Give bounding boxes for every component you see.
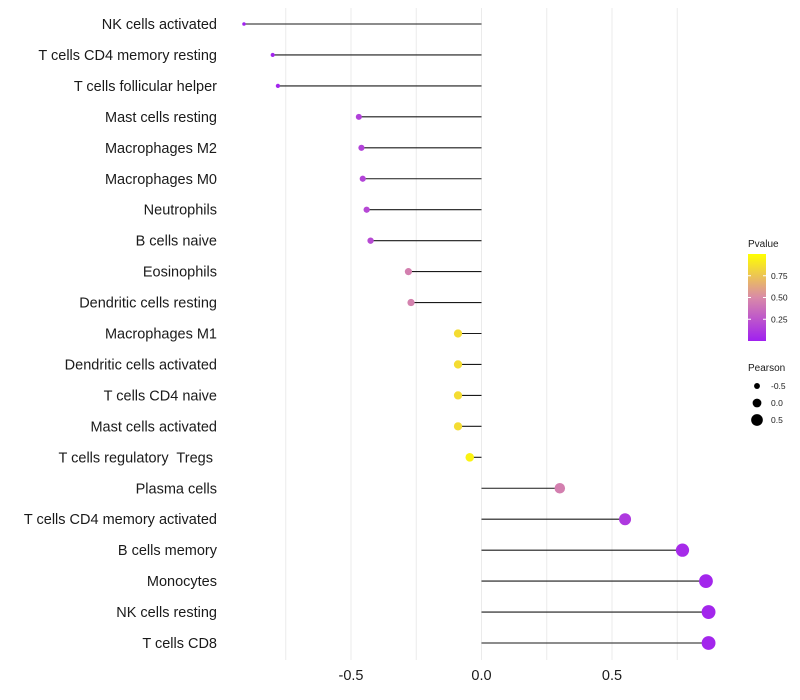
lollipop-point	[699, 574, 713, 588]
colorbar-tick-label: 0.50	[771, 293, 788, 303]
x-tick-label: 0.0	[471, 668, 491, 684]
lollipop-point	[453, 329, 463, 338]
lollipop-point	[242, 22, 246, 26]
pearson-legend-key	[754, 383, 760, 389]
lollipop-point	[701, 636, 716, 650]
category-label: Monocytes	[147, 574, 217, 590]
lollipop-points	[242, 22, 716, 650]
category-label: Macrophages M1	[105, 327, 217, 343]
lollipop-point	[675, 543, 690, 557]
lollipop-point	[407, 298, 415, 307]
category-label: T cells CD8	[142, 636, 217, 652]
category-label: B cells memory	[118, 543, 218, 559]
lollipop-point	[363, 206, 370, 213]
category-label: Mast cells resting	[105, 110, 217, 126]
lollipop-point	[358, 144, 365, 151]
category-label: T cells CD4 naive	[104, 388, 217, 404]
lollipop-point	[270, 52, 275, 58]
category-label: Dendritic cells resting	[79, 296, 217, 312]
lollipop-point	[619, 513, 632, 526]
lollipop-point	[701, 605, 716, 619]
x-tick-label: -0.5	[339, 668, 364, 684]
category-label: T cells follicular helper	[74, 79, 217, 95]
pvalue-legend-title: Pvalue	[748, 239, 779, 250]
pvalue-colorbar	[748, 254, 766, 341]
pearson-legend-keys: -0.5 0.0 0.5	[751, 381, 786, 426]
pearson-legend: Pearson -0.5 0.0 0.5	[748, 363, 786, 426]
lollipop-point	[465, 453, 475, 462]
category-label: T cells CD4 memory activated	[24, 512, 217, 528]
category-label: Eosinophils	[143, 265, 217, 281]
category-label: Plasma cells	[136, 481, 217, 497]
category-label: NK cells activated	[102, 17, 217, 33]
x-tick-label: 0.5	[602, 668, 622, 684]
category-label: Macrophages M2	[105, 141, 217, 157]
lollipop-point	[554, 482, 566, 494]
lollipop-point	[453, 391, 463, 400]
category-labels: NK cells activated T cells CD4 memory res…	[24, 17, 218, 652]
pvalue-legend: Pvalue 0.25 0.50 0.75	[748, 239, 788, 341]
category-label: T cells CD4 memory resting	[38, 48, 217, 64]
pearson-legend-label: -0.5	[771, 381, 786, 391]
pearson-legend-key	[752, 398, 762, 408]
category-label: NK cells resting	[116, 605, 217, 621]
lollipop-point	[359, 175, 366, 182]
colorbar-tick-label: 0.25	[771, 314, 788, 324]
category-label: Mast cells activated	[90, 419, 217, 435]
category-label: B cells naive	[136, 234, 217, 250]
pearson-legend-title: Pearson	[748, 363, 785, 374]
lollipop-point	[453, 422, 463, 431]
category-label: Neutrophils	[144, 203, 217, 219]
pvalue-legend-ticks: 0.25 0.50 0.75	[748, 271, 788, 324]
pearson-legend-label: 0.5	[771, 415, 783, 425]
x-axis-ticks: -0.5 0.0 0.5	[339, 668, 623, 684]
lollipop-point	[404, 268, 413, 276]
category-label: T cells regulatory Tregs	[59, 450, 218, 466]
category-label: Dendritic cells activated	[65, 357, 217, 373]
lollipop-segments	[243, 23, 709, 644]
lollipop-point	[453, 360, 463, 369]
category-label: Macrophages M0	[105, 172, 217, 188]
lollipop-point	[367, 237, 374, 244]
colorbar-tick-label: 0.75	[771, 271, 788, 281]
lollipop-point	[355, 113, 362, 120]
pearson-legend-key	[751, 414, 763, 426]
pearson-legend-label: 0.0	[771, 398, 783, 408]
lollipop-point	[275, 83, 281, 89]
